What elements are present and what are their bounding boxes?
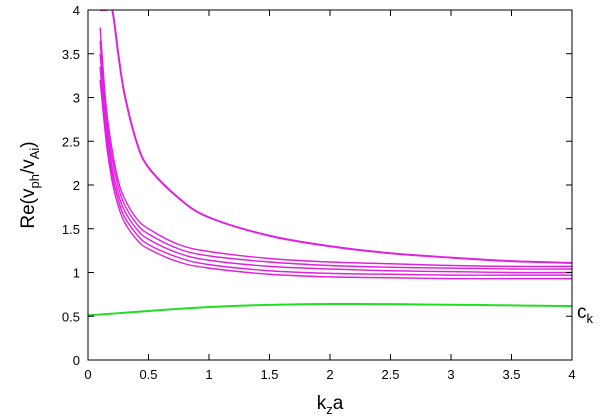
ck-annotation-sub: k	[587, 311, 594, 326]
y-axis-label-pre: Re(v	[18, 188, 39, 229]
ck-annotation: ck	[577, 302, 594, 326]
x-axis-label-tail: a	[333, 393, 344, 414]
series-line-4	[99, 53, 572, 274]
y-tick-label: 0.5	[62, 309, 80, 324]
series-line-5	[99, 66, 572, 276]
y-tick-label: 3.5	[62, 47, 80, 62]
x-tick-label: 0	[84, 367, 91, 382]
ticks-layer: 0 0.5 1 1.5 2 2.5 3 3.5 4 0 0.5 1 1.5 2 2.5 3 3.5 4	[62, 3, 576, 382]
series-line-6	[99, 79, 572, 280]
y-tick-label: 2	[73, 178, 80, 193]
x-tick-label: 3	[447, 367, 454, 382]
x-tick-label: 3.5	[502, 367, 520, 382]
ck-annotation-base: c	[577, 302, 587, 323]
series-line-1	[100, 10, 572, 264]
x-tick-label: 2.5	[381, 367, 399, 382]
y-tick-label: 4	[73, 3, 80, 18]
series-line-3	[99, 40, 572, 270]
x-tick-label: 2	[326, 367, 333, 382]
y-tick-label: 2.5	[62, 134, 80, 149]
x-axis-label: kza	[317, 393, 344, 417]
y-axis-label-post: )	[18, 141, 39, 147]
series-line-7	[88, 302, 572, 317]
y-tick-label: 1	[73, 266, 80, 281]
series-line-2	[99, 27, 572, 268]
x-axis-label-base: k	[317, 393, 327, 414]
x-tick-label: 0.5	[139, 367, 157, 382]
y-tick-label: 0	[73, 353, 80, 368]
y-tick-label: 3	[73, 91, 80, 106]
x-tick-label: 1.5	[260, 367, 278, 382]
y-axis-label-mid: /v	[18, 159, 39, 174]
y-axis-label-sub1: ph	[27, 174, 42, 188]
y-axis-label: Re(vph/vAi)	[18, 141, 42, 228]
plot-frame	[87, 9, 573, 361]
x-tick-label: 1	[205, 367, 212, 382]
series-layer	[88, 10, 572, 317]
x-axis-label-sub: z	[326, 402, 333, 417]
x-tick-label: 4	[568, 367, 575, 382]
y-tick-label: 1.5	[62, 222, 80, 237]
y-axis-label-sub2: Ai	[27, 148, 42, 160]
